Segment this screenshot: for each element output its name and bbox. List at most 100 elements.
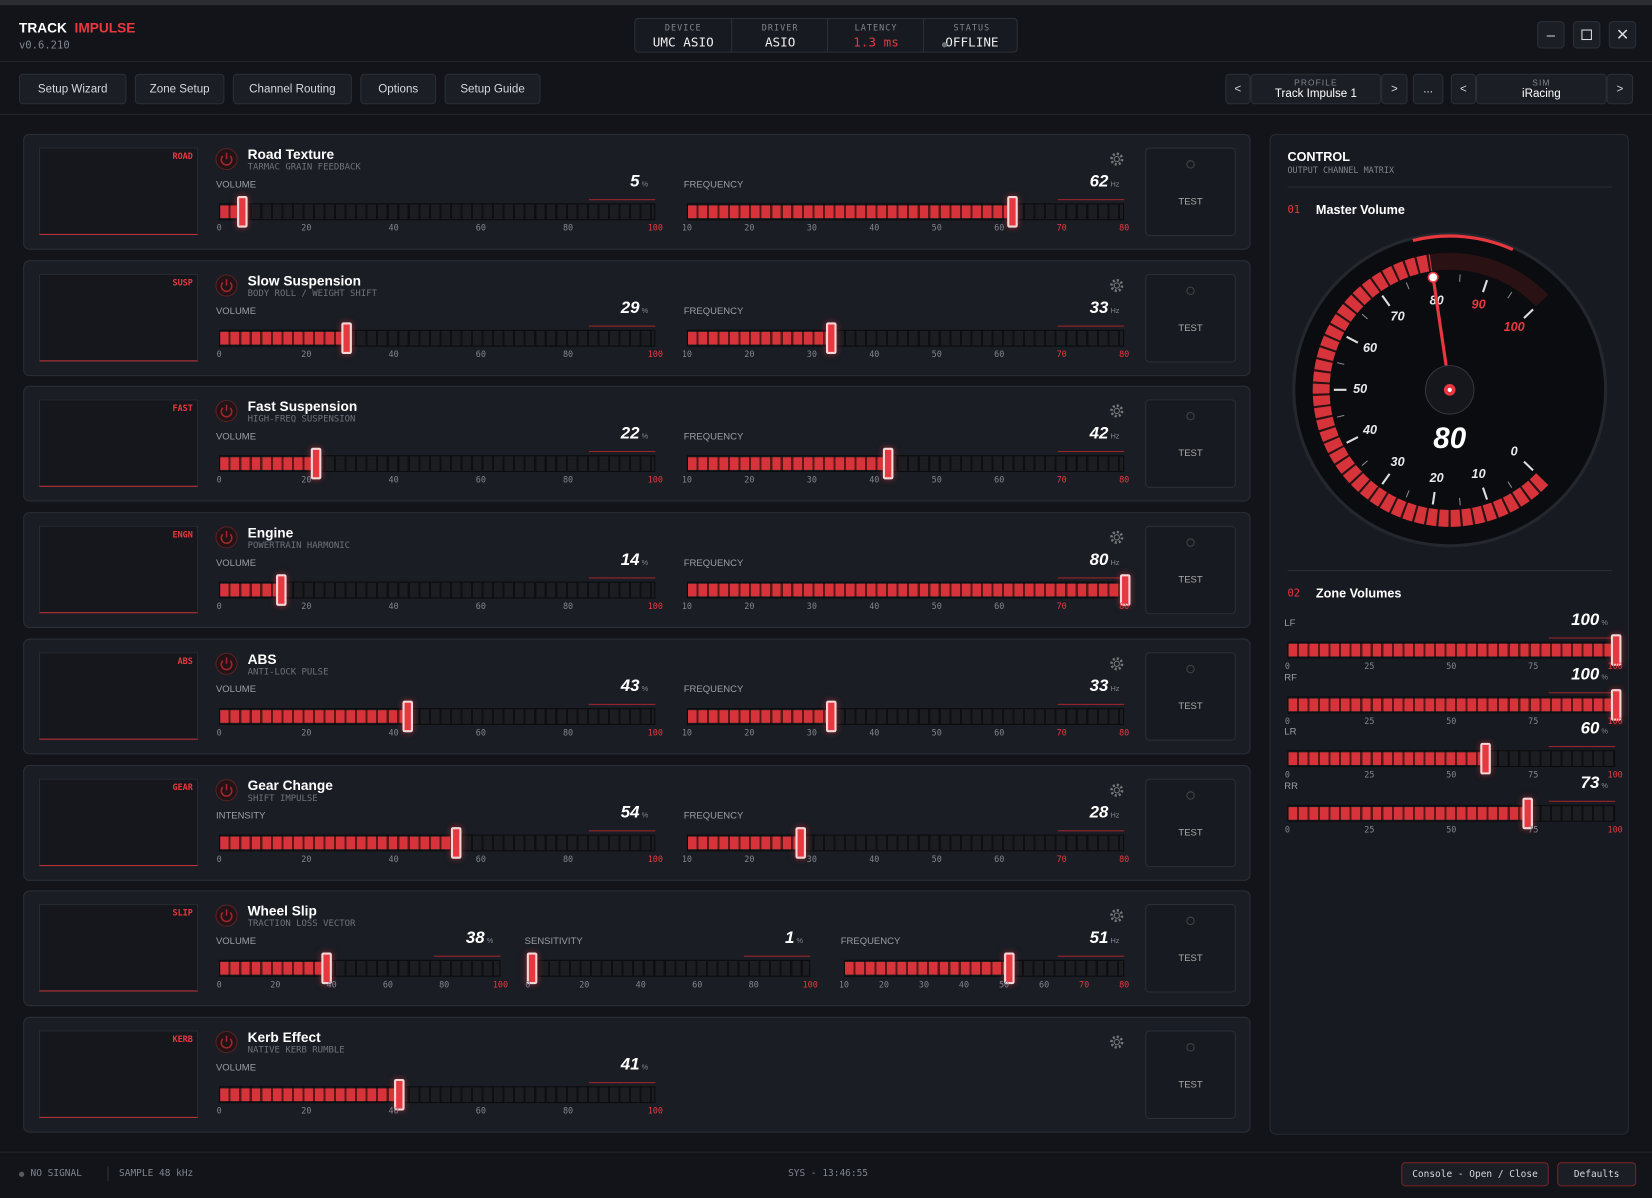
gauge-tick-label: 40 — [1362, 423, 1377, 437]
test-button[interactable]: TEST — [1145, 1030, 1236, 1119]
profile-prev[interactable]: < — [1225, 73, 1251, 105]
slider-value-box: 41% — [529, 1056, 651, 1075]
slider-thumb[interactable] — [882, 448, 894, 480]
toolbar-button[interactable]: Options — [360, 73, 437, 105]
master-gauge[interactable]: 010203040506070809010080 — [1292, 228, 1608, 555]
slider-thumb[interactable] — [310, 448, 322, 480]
slider-thumb[interactable] — [1003, 952, 1015, 985]
settings-button[interactable] — [1108, 655, 1125, 672]
gauge-tick-label: 10 — [1472, 467, 1486, 481]
slider-track[interactable] — [526, 952, 811, 985]
more-button[interactable]: ... — [1412, 73, 1444, 105]
slider-track[interactable] — [219, 574, 656, 606]
slider-track[interactable] — [219, 826, 656, 859]
slider-track[interactable] — [1287, 688, 1622, 721]
slider-thumb[interactable] — [826, 322, 837, 354]
minimize-button[interactable]: – — [1537, 21, 1565, 49]
power-button[interactable] — [215, 400, 238, 423]
close-button[interactable]: ✕ — [1608, 21, 1637, 49]
power-button[interactable] — [215, 148, 238, 171]
toolbar-button[interactable]: Setup Guide — [444, 73, 541, 105]
slider-track[interactable] — [686, 195, 1125, 228]
test-button[interactable]: TEST — [1145, 778, 1236, 867]
slider-thumb[interactable] — [1522, 797, 1533, 829]
test-button[interactable]: TEST — [1145, 651, 1236, 741]
slider-unit: % — [1601, 728, 1608, 736]
test-button[interactable]: TEST — [1145, 525, 1236, 615]
slider-thumb[interactable] — [1007, 195, 1019, 228]
slider-track[interactable] — [1287, 742, 1616, 775]
profile-selector[interactable]: PROFILE Track Impulse 1 — [1250, 73, 1382, 105]
slider-thumb[interactable] — [236, 195, 248, 228]
slider-track[interactable] — [219, 700, 656, 733]
toolbar-button[interactable]: Setup Wizard — [18, 73, 127, 105]
toolbar-button[interactable]: Zone Setup — [134, 73, 225, 105]
gauge-minor-tick — [1405, 282, 1410, 290]
settings-button[interactable] — [1108, 1034, 1125, 1051]
slider-track[interactable] — [686, 448, 1125, 480]
test-label: TEST — [1178, 700, 1203, 711]
tick-label: 40 — [388, 223, 399, 233]
test-label: TEST — [1178, 322, 1203, 333]
settings-button[interactable] — [1108, 277, 1125, 294]
tick-label: 30 — [806, 349, 817, 359]
slider-track[interactable] — [843, 952, 1125, 985]
slider-thumb[interactable] — [1610, 688, 1622, 721]
test-button[interactable]: TEST — [1145, 399, 1236, 489]
slider-track[interactable] — [219, 448, 656, 480]
slider-thumb[interactable] — [526, 952, 537, 985]
settings-button[interactable] — [1108, 403, 1125, 420]
slider-thumb[interactable] — [1479, 742, 1491, 775]
slider-thumb[interactable] — [450, 826, 461, 859]
value-underline — [1548, 800, 1616, 802]
test-button[interactable]: TEST — [1145, 273, 1236, 363]
slider-track[interactable] — [686, 700, 1125, 733]
tick-label: 40 — [388, 727, 399, 738]
slider-track[interactable] — [219, 322, 656, 354]
tick-label: 60 — [475, 475, 486, 486]
slider-thumb[interactable] — [321, 952, 333, 985]
header-separator — [0, 61, 1652, 63]
channel-subtitle: SHIFT IMPULSE — [247, 792, 318, 804]
slider-thumb[interactable] — [795, 826, 806, 859]
toolbar-button[interactable]: Channel Routing — [232, 73, 352, 105]
slider-track[interactable] — [686, 322, 1125, 354]
settings-button[interactable] — [1108, 529, 1125, 546]
console-button[interactable]: Console - Open / Close — [1401, 1162, 1549, 1187]
slider-thumb[interactable] — [1610, 634, 1622, 666]
tick-label: 100 — [1607, 715, 1623, 726]
settings-button[interactable] — [1108, 781, 1125, 798]
settings-button[interactable] — [1108, 151, 1125, 168]
slider-thumb[interactable] — [1119, 574, 1131, 606]
slider-thumb[interactable] — [826, 700, 837, 733]
power-button[interactable] — [215, 526, 238, 549]
profile-next[interactable]: > — [1381, 73, 1408, 105]
slider-thumb[interactable] — [275, 574, 287, 606]
slider-value: 28 — [1089, 803, 1109, 822]
settings-button[interactable] — [1108, 907, 1125, 924]
slider-track[interactable] — [686, 826, 1125, 859]
maximize-button[interactable] — [1572, 21, 1601, 49]
sim-next[interactable]: > — [1606, 73, 1634, 105]
slider-track[interactable] — [1287, 797, 1616, 829]
sim-prev[interactable]: < — [1450, 73, 1477, 105]
power-button[interactable] — [215, 652, 238, 675]
test-button[interactable]: TEST — [1145, 147, 1236, 237]
slider-track[interactable] — [219, 952, 501, 985]
slider-fill — [220, 205, 242, 219]
power-button[interactable] — [215, 778, 238, 801]
slider-thumb[interactable] — [402, 700, 414, 733]
slider-unit: Hz — [1110, 685, 1120, 694]
slider-thumb[interactable] — [393, 1078, 405, 1111]
power-button[interactable] — [215, 274, 238, 297]
slider-track[interactable] — [219, 195, 656, 228]
sim-selector[interactable]: SIM iRacing — [1476, 73, 1607, 105]
power-button[interactable] — [215, 1030, 238, 1054]
slider-thumb[interactable] — [341, 322, 352, 354]
power-button[interactable] — [215, 904, 238, 927]
slider-track[interactable] — [219, 1078, 656, 1111]
slider-track[interactable] — [686, 574, 1131, 606]
slider-track[interactable] — [1287, 634, 1622, 666]
test-button[interactable]: TEST — [1145, 904, 1236, 993]
defaults-button[interactable]: Defaults — [1557, 1162, 1637, 1187]
